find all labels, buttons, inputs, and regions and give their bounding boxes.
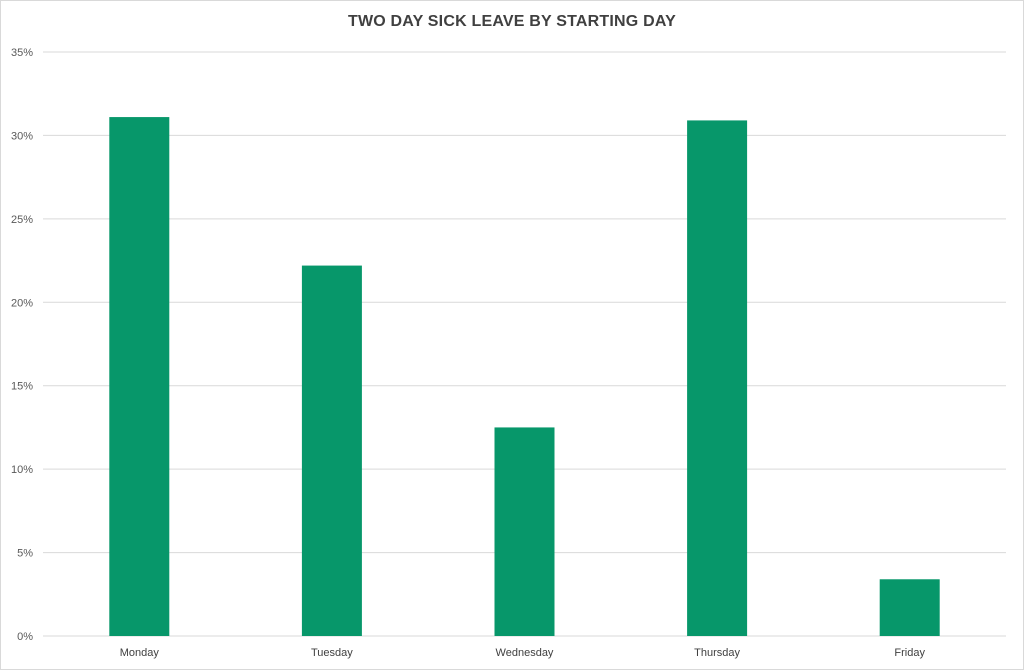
y-tick-label: 25%	[11, 214, 33, 226]
y-tick-label: 20%	[11, 297, 33, 309]
x-tick-label: Tuesday	[311, 647, 353, 659]
y-tick-label: 15%	[11, 381, 33, 393]
x-tick-label: Thursday	[694, 647, 740, 659]
y-tick-label: 0%	[17, 631, 33, 643]
x-tick-label: Wednesday	[496, 647, 554, 659]
y-tick-label: 30%	[11, 130, 33, 142]
bar-wednesday	[494, 427, 555, 636]
x-tick-label: Friday	[894, 647, 925, 659]
y-axis-ticks: 0% 5% 10% 15% 20% 25% 30% 35%	[11, 47, 33, 643]
x-axis-ticks: Monday Tuesday Wednesday Thursday Friday	[120, 647, 926, 659]
bar-monday	[109, 117, 170, 637]
bar-thursday	[687, 120, 748, 636]
y-tick-label: 10%	[11, 464, 33, 476]
bar-tuesday	[301, 265, 362, 636]
bars	[109, 117, 940, 637]
chart-title: TWO DAY SICK LEAVE BY STARTING DAY	[347, 13, 677, 30]
x-tick-label: Monday	[120, 647, 160, 659]
y-tick-label: 5%	[17, 548, 33, 560]
y-tick-label: 35%	[11, 47, 33, 59]
bar-friday	[879, 579, 940, 636]
